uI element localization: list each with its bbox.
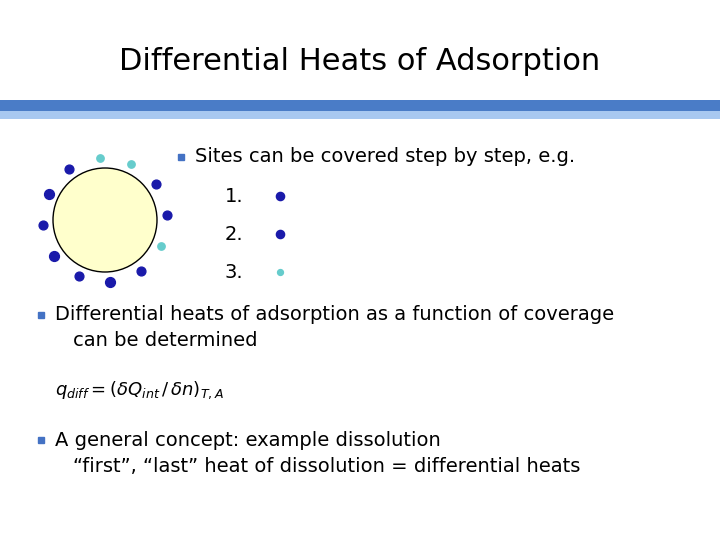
Point — [274, 230, 286, 238]
Point — [48, 251, 60, 260]
Point — [94, 154, 105, 163]
Point — [125, 159, 137, 168]
Point — [43, 190, 55, 198]
Point — [161, 210, 173, 219]
Bar — [0, 100, 720, 111]
Point — [73, 272, 84, 280]
Text: 3.: 3. — [225, 262, 243, 281]
Text: 1.: 1. — [225, 186, 243, 206]
Point — [156, 242, 167, 251]
Text: 2.: 2. — [225, 225, 243, 244]
Text: “first”, “last” heat of dissolution = differential heats: “first”, “last” heat of dissolution = di… — [73, 456, 580, 476]
Text: $q_{diff} = (\delta Q_{int}\, /\, \delta n)_{T,A}$: $q_{diff} = (\delta Q_{int}\, /\, \delta… — [55, 379, 224, 401]
Text: Sites can be covered step by step, e.g.: Sites can be covered step by step, e.g. — [195, 147, 575, 166]
Point — [104, 278, 116, 286]
Text: can be determined: can be determined — [73, 332, 258, 350]
Point — [274, 192, 286, 200]
Bar — [0, 111, 720, 119]
Text: A general concept: example dissolution: A general concept: example dissolution — [55, 430, 441, 449]
Point — [37, 221, 49, 230]
Text: Differential Heats of Adsorption: Differential Heats of Adsorption — [120, 48, 600, 77]
Point — [150, 180, 161, 189]
Circle shape — [53, 168, 157, 272]
Point — [274, 268, 286, 276]
Point — [63, 165, 75, 173]
Text: Differential heats of adsorption as a function of coverage: Differential heats of adsorption as a fu… — [55, 306, 614, 325]
Point — [135, 266, 146, 275]
